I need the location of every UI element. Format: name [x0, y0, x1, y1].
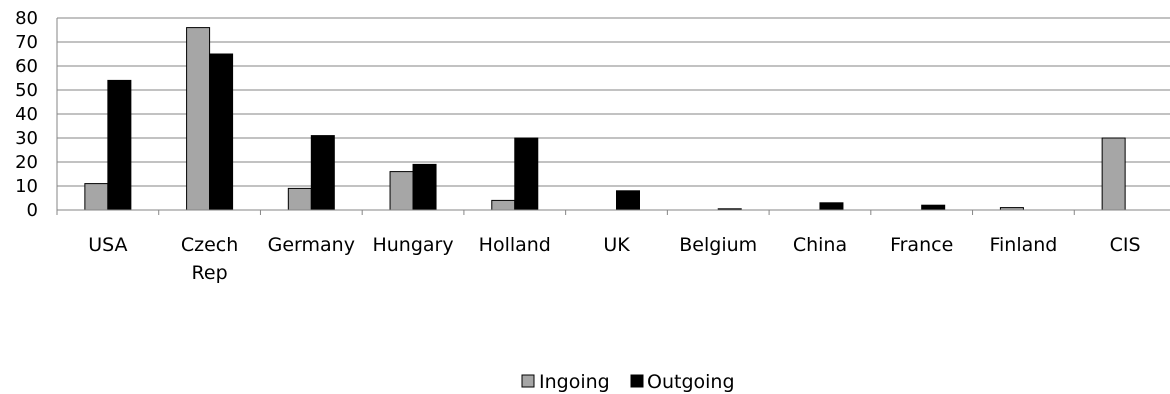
- x-category-label: UK: [603, 234, 630, 256]
- bar-outgoing: [412, 163, 437, 211]
- bar-outgoing: [310, 135, 335, 211]
- legend-swatch-outgoing: [630, 374, 644, 388]
- legend-swatch-ingoing: [521, 374, 535, 388]
- bar-outgoing: [819, 202, 844, 211]
- x-category-label: Hungary: [372, 234, 453, 256]
- bar-ingoing: [1101, 137, 1126, 211]
- y-tick-label: 80: [15, 8, 38, 29]
- gridlines: [57, 17, 1170, 187]
- x-category-label: Finland: [989, 234, 1057, 256]
- x-category-label: China: [793, 234, 847, 256]
- y-tick-label: 20: [15, 152, 38, 173]
- bar-ingoing: [84, 183, 109, 211]
- bar-ingoing: [389, 171, 414, 211]
- y-tick-label: 70: [15, 32, 38, 53]
- bars: [84, 27, 1126, 211]
- x-category-label: CIS: [1110, 234, 1141, 256]
- y-tick-label: 50: [15, 80, 38, 101]
- bar-ingoing: [287, 187, 312, 211]
- legend-label-outgoing: Outgoing: [647, 371, 735, 393]
- legend-label-ingoing: Ingoing: [539, 371, 610, 393]
- y-axis-tick-labels: 0 10 20 30 40 50 60 70 80: [15, 8, 38, 221]
- y-tick-label: 10: [15, 176, 38, 197]
- x-axis: [56, 18, 1170, 215]
- x-category-label: Czech Rep: [181, 234, 238, 284]
- bar-ingoing: [186, 27, 211, 211]
- x-category-label: Holland: [479, 234, 551, 256]
- x-category-label: Belgium: [679, 234, 757, 256]
- x-axis-category-labels: USA Czech Rep Germany Hungary Holland UK Belgiu…: [88, 234, 1140, 284]
- bar-ingoing: [491, 199, 516, 211]
- y-tick-label: 40: [15, 104, 38, 125]
- y-tick-label: 60: [15, 56, 38, 77]
- x-category-label: Germany: [268, 234, 355, 256]
- x-category-label: USA: [88, 234, 127, 256]
- y-tick-label: 0: [27, 200, 38, 221]
- bar-outgoing: [921, 204, 946, 211]
- bar-outgoing: [616, 190, 640, 211]
- bar-outgoing: [514, 137, 539, 211]
- x-category-label: France: [890, 234, 953, 256]
- bar-outgoing: [107, 79, 132, 211]
- y-tick-label: 30: [15, 128, 38, 149]
- bar-outgoing: [209, 53, 234, 211]
- legend: Ingoing Outgoing: [521, 371, 735, 393]
